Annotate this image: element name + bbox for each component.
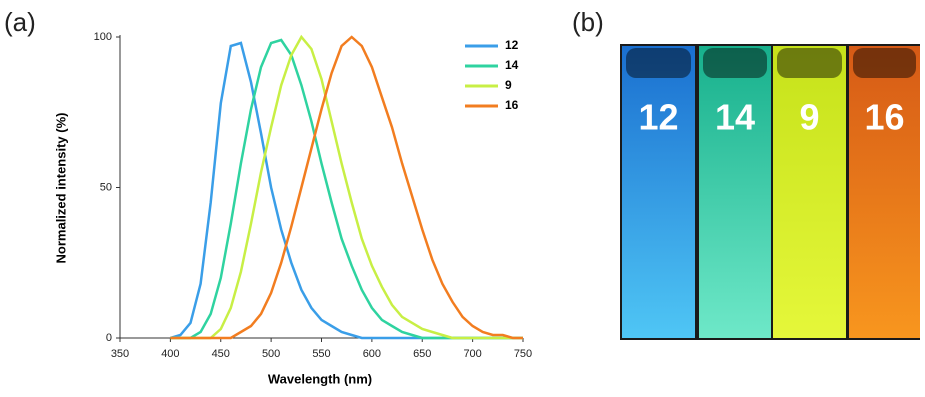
y-axis-label: Normalized intensity (%)	[53, 113, 68, 264]
legend-label: 12	[505, 38, 519, 52]
x-tick-label: 500	[262, 348, 280, 360]
legend-label: 14	[505, 58, 519, 72]
vial-label: 14	[715, 97, 755, 138]
vial-label: 16	[864, 97, 904, 138]
series-line	[170, 34, 523, 340]
y-tick-label: 100	[94, 31, 112, 43]
vial-label: 12	[638, 97, 678, 138]
x-tick-label: 350	[111, 348, 129, 360]
x-tick-label: 450	[212, 348, 230, 360]
x-tick-label: 750	[514, 348, 532, 360]
x-tick-label: 700	[463, 348, 481, 360]
vial-top	[853, 48, 916, 78]
photo: 12 14 9 16	[620, 44, 920, 340]
panel-label: (a)	[4, 7, 36, 37]
y-tick-label: 50	[100, 181, 112, 193]
x-axis-label: Wavelength (nm)	[268, 371, 372, 386]
vial	[622, 46, 695, 338]
vial	[773, 46, 846, 338]
x-tick-label: 400	[161, 348, 179, 360]
vial-label: 9	[799, 97, 819, 138]
legend-label: 9	[505, 78, 512, 92]
vial-top	[626, 48, 691, 78]
panel-label: (b)	[572, 7, 604, 37]
legend-label: 16	[505, 98, 519, 112]
vial	[699, 46, 771, 338]
series-line	[170, 35, 523, 340]
vial-top	[703, 48, 767, 78]
x-tick-label: 650	[413, 348, 431, 360]
y-tick-label: 0	[106, 332, 112, 344]
plot: 350 400 450 500 550 600 650 700 750 0 50 100 12 14 9 16	[94, 31, 533, 360]
x-tick-label: 600	[363, 348, 381, 360]
x-tick-label: 550	[312, 348, 330, 360]
vial	[849, 46, 920, 338]
vial-top	[777, 48, 842, 78]
